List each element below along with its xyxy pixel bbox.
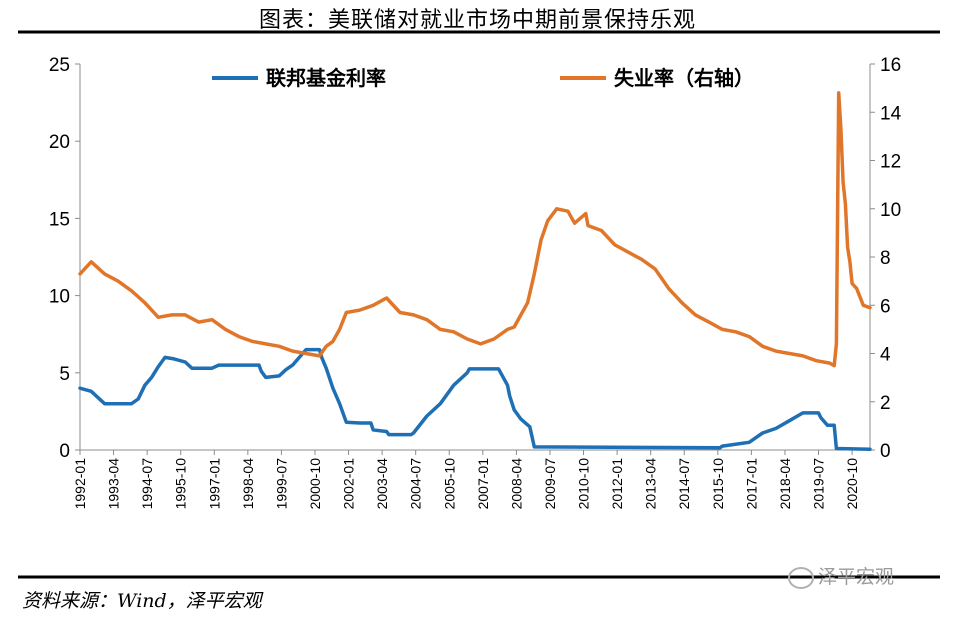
left-tick-label: 20 bbox=[49, 132, 70, 153]
x-tick-label: 1994-07 bbox=[139, 458, 155, 510]
x-tick-label: 2018-04 bbox=[777, 458, 793, 510]
right-tick-label: 8 bbox=[880, 248, 891, 269]
source-note: 资料来源：Wind，泽平宏观 bbox=[22, 590, 262, 612]
x-tick-label: 2015-10 bbox=[710, 458, 726, 510]
right-tick-label: 2 bbox=[880, 393, 891, 414]
right-tick-label: 12 bbox=[880, 152, 901, 173]
right-tick-label: 4 bbox=[880, 345, 891, 366]
x-tick-label: 2002-01 bbox=[341, 458, 357, 510]
axes: 0 5 10 15 20 25 0 2 4 6 8 10 12 14 16 1992-01 1993-04 199… bbox=[49, 55, 902, 509]
legend: 联邦基金利率 失业率（右轴） bbox=[212, 66, 754, 90]
x-tick-label: 2005-10 bbox=[441, 458, 457, 510]
right-tick-label: 16 bbox=[880, 55, 901, 76]
legend-label-unemployment: 失业率（右轴） bbox=[614, 66, 754, 90]
x-tick-label: 2003-04 bbox=[374, 458, 390, 510]
x-tick-label: 1995-10 bbox=[173, 458, 189, 510]
x-tick-label: 2009-07 bbox=[542, 458, 558, 510]
left-tick-label: 15 bbox=[49, 209, 70, 230]
x-tick-label: 2019-07 bbox=[811, 458, 827, 510]
unemployment-rate-line bbox=[78, 91, 872, 368]
x-tick-label: 1999-07 bbox=[273, 458, 289, 510]
fed-funds-rate-line bbox=[78, 347, 872, 451]
right-tick-label: 0 bbox=[880, 441, 891, 462]
left-tick-label: 0 bbox=[59, 441, 70, 462]
series-layer bbox=[78, 91, 872, 451]
left-tick-label: 5 bbox=[59, 364, 70, 385]
x-tick-label: 1998-04 bbox=[240, 458, 256, 510]
right-tick-label: 6 bbox=[880, 296, 891, 317]
right-tick-label: 10 bbox=[880, 200, 901, 221]
x-tick-label: 2004-07 bbox=[408, 458, 424, 510]
x-tick-label: 2020-10 bbox=[844, 458, 860, 510]
left-tick-label: 25 bbox=[49, 55, 70, 76]
chart-title: 图表：美联储对就业市场中期前景保持乐观 bbox=[258, 8, 696, 33]
x-tick-label: 2013-04 bbox=[643, 458, 659, 510]
x-tick-label: 2012-01 bbox=[609, 458, 625, 510]
x-tick-label: 1992-01 bbox=[72, 458, 88, 510]
x-tick-label: 2010-10 bbox=[576, 458, 592, 510]
wechat-icon bbox=[788, 566, 814, 589]
legend-label-fed-funds: 联邦基金利率 bbox=[266, 66, 386, 90]
x-tick-label: 2017-01 bbox=[743, 458, 759, 510]
left-tick-label: 10 bbox=[49, 287, 70, 308]
x-tick-label: 2007-01 bbox=[475, 458, 491, 510]
x-tick-label: 2014-07 bbox=[676, 458, 692, 510]
watermark: 泽平宏观 bbox=[788, 562, 894, 589]
right-tick-label: 14 bbox=[880, 103, 902, 124]
x-tick-label: 2008-04 bbox=[508, 458, 524, 510]
x-tick-label: 2000-10 bbox=[307, 458, 323, 510]
x-tick-label: 1993-04 bbox=[106, 458, 122, 510]
watermark-text: 泽平宏观 bbox=[818, 566, 895, 588]
x-tick-label: 1997-01 bbox=[206, 458, 222, 510]
